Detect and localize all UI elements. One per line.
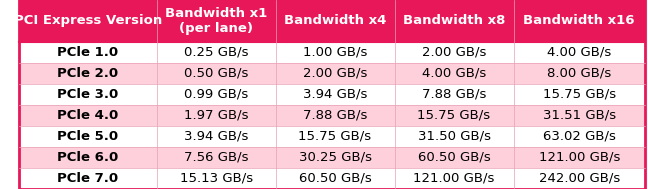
FancyBboxPatch shape (19, 0, 157, 42)
FancyBboxPatch shape (19, 42, 157, 63)
Text: PCle 2.0: PCle 2.0 (57, 67, 119, 80)
FancyBboxPatch shape (19, 84, 157, 105)
FancyBboxPatch shape (395, 84, 513, 105)
Text: Bandwidth x8: Bandwidth x8 (403, 14, 505, 27)
FancyBboxPatch shape (275, 84, 395, 105)
FancyBboxPatch shape (275, 126, 395, 147)
FancyBboxPatch shape (157, 42, 275, 63)
Text: 0.99 GB/s: 0.99 GB/s (184, 88, 248, 101)
Text: 63.02 GB/s: 63.02 GB/s (543, 130, 616, 143)
Text: 15.75 GB/s: 15.75 GB/s (299, 130, 371, 143)
FancyBboxPatch shape (19, 126, 157, 147)
FancyBboxPatch shape (19, 147, 157, 168)
FancyBboxPatch shape (275, 105, 395, 126)
FancyBboxPatch shape (19, 168, 157, 189)
Text: 242.00 GB/s: 242.00 GB/s (538, 172, 620, 185)
Text: 3.94 GB/s: 3.94 GB/s (184, 130, 248, 143)
Text: 121.00 GB/s: 121.00 GB/s (413, 172, 494, 185)
FancyBboxPatch shape (513, 0, 645, 42)
FancyBboxPatch shape (513, 105, 645, 126)
FancyBboxPatch shape (275, 42, 395, 63)
Text: 60.50 GB/s: 60.50 GB/s (299, 172, 371, 185)
FancyBboxPatch shape (513, 42, 645, 63)
Text: PCle 4.0: PCle 4.0 (57, 109, 119, 122)
Text: 2.00 GB/s: 2.00 GB/s (303, 67, 367, 80)
Text: Bandwidth x16: Bandwidth x16 (524, 14, 635, 27)
FancyBboxPatch shape (157, 105, 275, 126)
Text: 1.00 GB/s: 1.00 GB/s (303, 46, 367, 59)
Text: 60.50 GB/s: 60.50 GB/s (418, 151, 491, 164)
Text: 15.13 GB/s: 15.13 GB/s (179, 172, 253, 185)
FancyBboxPatch shape (19, 105, 157, 126)
FancyBboxPatch shape (157, 0, 275, 42)
Text: 0.25 GB/s: 0.25 GB/s (184, 46, 248, 59)
Text: 4.00 GB/s: 4.00 GB/s (422, 67, 486, 80)
FancyBboxPatch shape (513, 63, 645, 84)
FancyBboxPatch shape (275, 63, 395, 84)
FancyBboxPatch shape (157, 147, 275, 168)
Text: 1.97 GB/s: 1.97 GB/s (184, 109, 248, 122)
FancyBboxPatch shape (275, 168, 395, 189)
FancyBboxPatch shape (157, 84, 275, 105)
Text: 15.75 GB/s: 15.75 GB/s (417, 109, 491, 122)
Text: 15.75 GB/s: 15.75 GB/s (542, 88, 616, 101)
FancyBboxPatch shape (513, 126, 645, 147)
Text: PCle 7.0: PCle 7.0 (57, 172, 119, 185)
Text: 2.00 GB/s: 2.00 GB/s (422, 46, 486, 59)
FancyBboxPatch shape (275, 0, 395, 42)
FancyBboxPatch shape (395, 0, 513, 42)
FancyBboxPatch shape (395, 147, 513, 168)
Text: Bandwidth x4: Bandwidth x4 (284, 14, 386, 27)
Text: PCle 6.0: PCle 6.0 (57, 151, 119, 164)
Text: 31.50 GB/s: 31.50 GB/s (417, 130, 491, 143)
Text: 30.25 GB/s: 30.25 GB/s (299, 151, 371, 164)
FancyBboxPatch shape (395, 63, 513, 84)
Text: 7.56 GB/s: 7.56 GB/s (184, 151, 248, 164)
FancyBboxPatch shape (513, 84, 645, 105)
FancyBboxPatch shape (19, 63, 157, 84)
Text: Bandwidth x1
(per lane): Bandwidth x1 (per lane) (165, 7, 267, 35)
FancyBboxPatch shape (157, 63, 275, 84)
FancyBboxPatch shape (395, 168, 513, 189)
Text: 0.50 GB/s: 0.50 GB/s (184, 67, 248, 80)
FancyBboxPatch shape (157, 126, 275, 147)
FancyBboxPatch shape (395, 42, 513, 63)
FancyBboxPatch shape (275, 147, 395, 168)
Text: 8.00 GB/s: 8.00 GB/s (547, 67, 611, 80)
FancyBboxPatch shape (395, 105, 513, 126)
Text: PCle 3.0: PCle 3.0 (57, 88, 119, 101)
Text: 121.00 GB/s: 121.00 GB/s (538, 151, 620, 164)
FancyBboxPatch shape (395, 126, 513, 147)
Text: 7.88 GB/s: 7.88 GB/s (422, 88, 486, 101)
Text: 31.51 GB/s: 31.51 GB/s (542, 109, 616, 122)
FancyBboxPatch shape (513, 147, 645, 168)
Text: 7.88 GB/s: 7.88 GB/s (303, 109, 367, 122)
Text: PCI Express Version: PCI Express Version (14, 14, 162, 27)
Text: 4.00 GB/s: 4.00 GB/s (547, 46, 611, 59)
Text: PCle 1.0: PCle 1.0 (57, 46, 119, 59)
Text: 3.94 GB/s: 3.94 GB/s (303, 88, 367, 101)
FancyBboxPatch shape (157, 168, 275, 189)
Text: PCle 5.0: PCle 5.0 (57, 130, 119, 143)
FancyBboxPatch shape (513, 168, 645, 189)
